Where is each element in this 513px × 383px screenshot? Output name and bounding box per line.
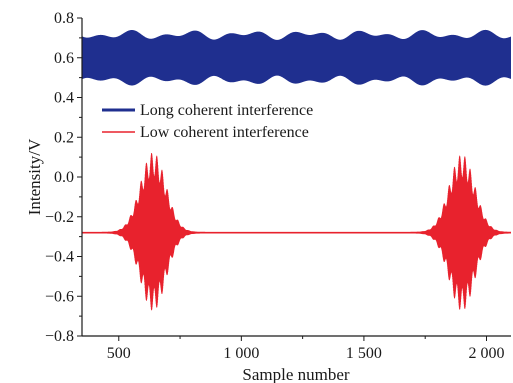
y-tick-label: −0.2	[45, 209, 74, 226]
legend-label-low-coherent: Low coherent interference	[140, 124, 309, 141]
y-tick-label: 0.4	[54, 90, 74, 107]
legend-label-long-coherent: Long coherent interference	[140, 102, 313, 119]
y-axis-label: Intensity/V	[25, 138, 44, 215]
x-tick-label: 2 000	[468, 345, 504, 362]
series-line-low-coherent	[82, 152, 511, 311]
x-tick-label: 1 000	[223, 345, 259, 362]
x-axis-label: Sample number	[242, 365, 350, 383]
y-tick-label: −0.8	[45, 328, 74, 345]
y-tick-label: 0.2	[54, 129, 74, 146]
x-tick-label: 500	[107, 345, 131, 362]
x-ticks: 500 1 000 1 500 2 000	[107, 336, 504, 362]
y-ticks: −0.8 −0.6 −0.4 −0.2 0.0 0.2 0.4 0.6 0.8	[45, 10, 82, 345]
y-tick-label: −0.6	[45, 288, 74, 305]
y-tick-label: 0.6	[54, 50, 74, 67]
legend: Long coherent interference Low coherent …	[102, 102, 313, 141]
series-line-long-coherent	[82, 29, 511, 86]
y-tick-label: 0.0	[54, 169, 74, 186]
series-layer	[82, 29, 511, 311]
x-tick-label: 1 500	[346, 345, 382, 362]
y-tick-label: 0.8	[54, 10, 74, 27]
axes-layer: −0.8 −0.6 −0.4 −0.2 0.0 0.2 0.4 0.6 0.8 500 1 000…	[45, 10, 511, 362]
y-tick-label: −0.4	[45, 249, 74, 266]
